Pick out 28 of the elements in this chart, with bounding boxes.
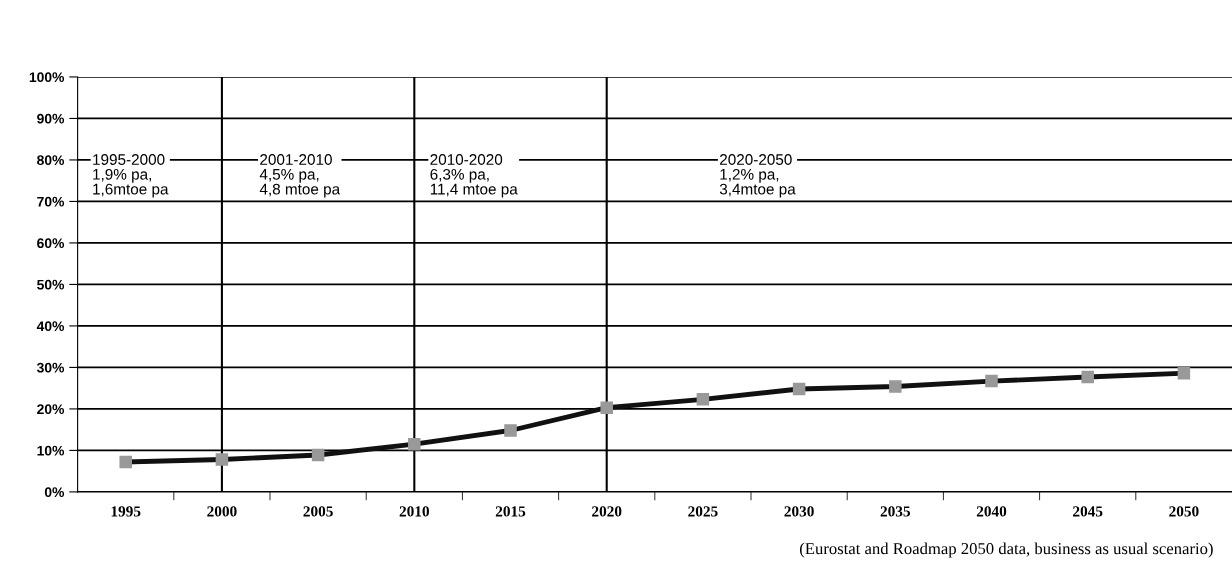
y-tick-label: 50% <box>37 279 65 290</box>
y-tick-label: 90% <box>37 113 65 124</box>
x-tick-label: 2015 <box>495 506 526 517</box>
x-tick-label: 2010 <box>399 506 430 517</box>
annotation: 2001-2010 4,5% pa, 4,8 mtoe pa <box>259 154 341 198</box>
y-tick-label: 30% <box>36 362 65 373</box>
text: (Eurostat and Roadmap 2050 data, business as usual scenario) <box>799 542 1213 558</box>
x-tick-label: 2020 <box>592 506 622 517</box>
y-tick-label: 10% <box>37 445 65 456</box>
x-tick-label: 2045 <box>1073 506 1103 517</box>
annotation: 2010-2020 6,3% pa, 11,4 mtoe pa <box>430 154 518 198</box>
x-tick-label: 2005 <box>303 506 333 517</box>
x-tick-label: 2025 <box>688 506 718 517</box>
annotation: 1995-2000 1,9% pa, 1,6mtoe pa <box>93 154 169 198</box>
annotation: 2020-2050 1,2% pa, 3,4mtoe pa <box>719 154 796 198</box>
y-tick-label: 80% <box>37 155 65 166</box>
x-tick-label: 2050 <box>1169 506 1199 517</box>
x-tick-label: 2035 <box>880 506 911 517</box>
y-tick-label: 60% <box>37 238 65 249</box>
x-tick-label: 2040 <box>976 506 1007 517</box>
y-tick-label: 20% <box>37 404 65 415</box>
y-tick-label: 100% <box>29 72 65 83</box>
y-tick-label: 0% <box>44 487 65 498</box>
x-tick-label: 1995 <box>111 506 141 517</box>
x-tick-label: 2000 <box>207 506 237 517</box>
x-tick-label: 2030 <box>784 506 814 517</box>
y-tick-label: 70% <box>37 196 65 207</box>
y-tick-label: 40% <box>36 321 65 332</box>
